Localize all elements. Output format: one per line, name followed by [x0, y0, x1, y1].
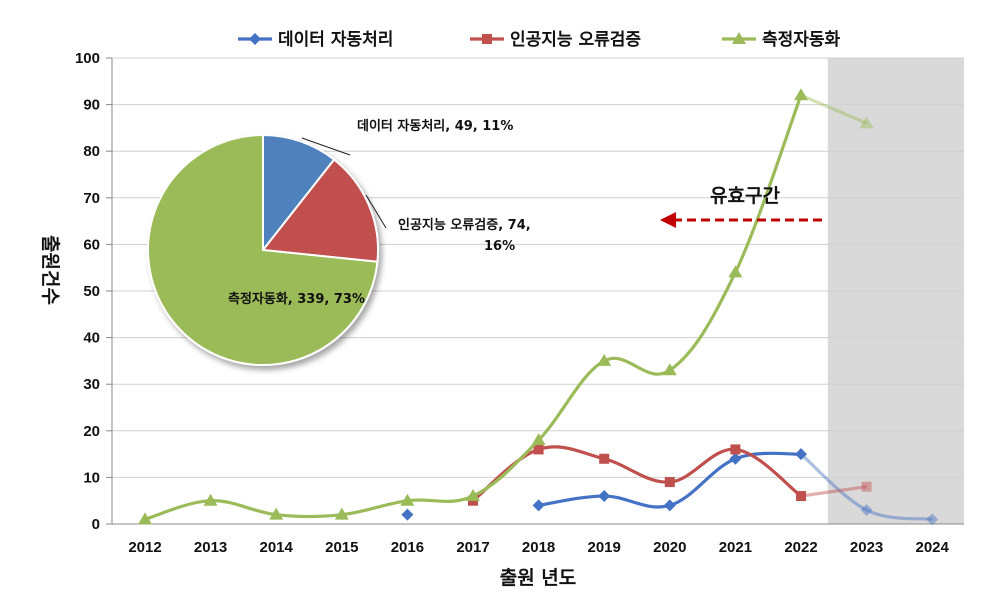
legend-label: 데이터 자동처리: [278, 30, 393, 50]
data-point: [531, 433, 546, 446]
y-axis-title: 출원건수: [39, 235, 61, 305]
data-point: [729, 452, 742, 465]
data-point: [860, 504, 873, 517]
pie-label-data-auto: 데이터 자동처리, 49, 11%: [357, 118, 513, 134]
valid-period-arrow: [660, 212, 822, 228]
series-2: [138, 88, 874, 525]
y-axis-ticks: 0 10 20 30 40 50 60 70 80 90 100: [75, 50, 112, 533]
x-tick-label: 2016: [391, 539, 424, 556]
y-tick-label: 100: [75, 50, 100, 67]
data-point: [401, 508, 414, 521]
pie-label-ai-verify: 인공지능 오류검증, 74,: [398, 217, 531, 233]
x-tick-label: 2015: [325, 539, 358, 556]
x-tick-label: 2014: [260, 539, 294, 556]
pie-label-ai-verify-pct: 16%: [484, 239, 515, 254]
y-tick-label: 80: [83, 143, 100, 160]
legend-marker: [249, 33, 261, 45]
x-tick-label: 2024: [916, 539, 950, 556]
legend: 데이터 자동처리 인공지능 오류검증 측정자동화: [238, 30, 841, 50]
legend-label: 인공지능 오류검증: [510, 30, 641, 50]
data-point: [663, 499, 676, 512]
series-line-faded: [799, 452, 933, 521]
data-point: [795, 448, 807, 461]
data-point: [664, 477, 675, 488]
data-point: [794, 88, 808, 101]
pie-label-measure-auto: 측정자동화, 339, 73%: [228, 291, 365, 307]
x-tick-label: 2012: [128, 539, 161, 556]
y-tick-label: 60: [83, 236, 100, 253]
data-point: [533, 444, 544, 455]
data-point: [599, 453, 610, 464]
data-point: [859, 116, 874, 129]
data-point: [796, 491, 806, 502]
data-point: [861, 481, 872, 492]
pie-slice: [262, 133, 336, 253]
pie-leader-line: [365, 194, 387, 229]
series-line: [471, 445, 802, 502]
y-tick-label: 90: [83, 97, 100, 114]
legend-marker: [482, 34, 492, 44]
data-point: [532, 499, 545, 512]
y-tick-label: 40: [83, 330, 100, 347]
pie-chart: [147, 133, 379, 366]
x-axis-title: 출원 년도: [500, 567, 577, 589]
pie-slice: [261, 158, 379, 263]
x-tick-label: 2020: [653, 539, 686, 556]
x-tick-label: 2022: [784, 539, 817, 556]
pie-leader-line: [301, 137, 351, 156]
line-series: [138, 88, 939, 526]
legend-label: 측정자동화: [762, 30, 841, 50]
x-tick-label: 2023: [850, 539, 883, 556]
y-tick-label: 10: [83, 469, 100, 486]
y-tick-label: 0: [92, 516, 100, 533]
data-point: [730, 444, 741, 455]
x-tick-label: 2021: [719, 539, 752, 556]
data-point: [728, 265, 743, 278]
legend-marker: [732, 32, 746, 44]
data-point: [598, 490, 611, 503]
series-line: [144, 94, 803, 521]
data-point: [269, 507, 284, 520]
x-tick-label: 2013: [194, 539, 227, 556]
data-point: [466, 489, 480, 502]
valid-period-label: 유효구간: [710, 185, 780, 207]
x-tick-label: 2018: [522, 539, 555, 556]
data-point: [203, 493, 218, 506]
x-tick-label: 2019: [588, 539, 621, 556]
y-tick-label: 70: [83, 190, 100, 207]
series-0: [401, 448, 939, 526]
data-point: [662, 363, 677, 376]
x-axis-ticks: 2012 2013 2014 2015 2016 2017 2018 2019 2020 2021…: [128, 539, 949, 556]
pie-labels: 데이터 자동처리, 49, 11% 인공지능 오류검증, 74, 16% 측정자…: [228, 118, 531, 307]
data-point: [334, 507, 349, 520]
data-point: [138, 512, 152, 525]
pie-slice: [147, 133, 379, 366]
x-tick-label: 2017: [456, 539, 489, 556]
y-tick-label: 50: [83, 283, 100, 300]
y-tick-label: 30: [83, 376, 100, 393]
y-tick-label: 20: [83, 423, 100, 440]
data-point: [597, 353, 612, 366]
data-point: [400, 493, 415, 506]
data-point: [926, 513, 939, 526]
